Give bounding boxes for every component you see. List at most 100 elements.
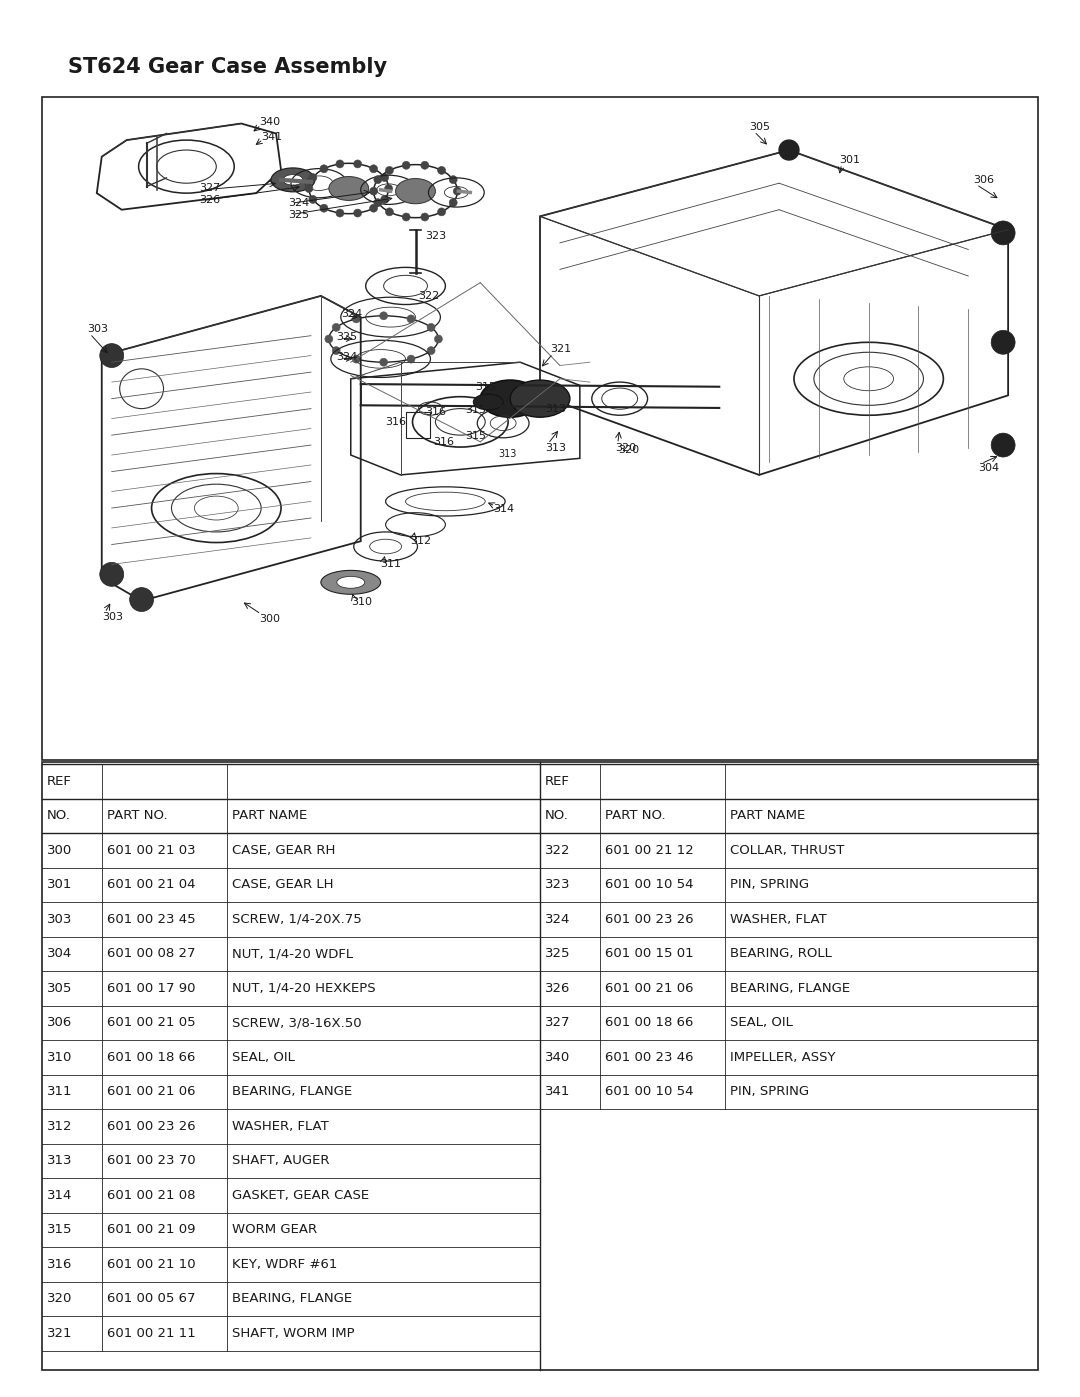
Ellipse shape (779, 140, 799, 161)
Text: SEAL, OIL: SEAL, OIL (730, 1016, 793, 1030)
Ellipse shape (427, 346, 435, 355)
Ellipse shape (386, 208, 393, 217)
Text: 301: 301 (839, 155, 860, 165)
Text: 327: 327 (200, 183, 220, 194)
Ellipse shape (352, 314, 361, 323)
Ellipse shape (386, 166, 393, 175)
Text: COLLAR, THRUST: COLLAR, THRUST (730, 844, 845, 856)
Text: 601 00 21 10: 601 00 21 10 (107, 1257, 195, 1271)
Ellipse shape (991, 433, 1015, 457)
Ellipse shape (353, 210, 362, 217)
Text: 323: 323 (545, 879, 570, 891)
Text: 341: 341 (545, 1085, 570, 1098)
Text: 301: 301 (48, 879, 72, 891)
Ellipse shape (402, 212, 410, 221)
Text: PART NAME: PART NAME (730, 809, 806, 823)
Text: 316: 316 (426, 407, 446, 416)
Ellipse shape (374, 176, 382, 183)
Ellipse shape (325, 335, 333, 344)
Ellipse shape (369, 204, 378, 212)
Text: SEAL, OIL: SEAL, OIL (232, 1051, 295, 1063)
Ellipse shape (328, 176, 368, 200)
Text: 321: 321 (48, 1327, 72, 1340)
Text: 320: 320 (615, 443, 636, 454)
Ellipse shape (380, 173, 389, 182)
Text: 601 00 21 06: 601 00 21 06 (605, 982, 693, 995)
Ellipse shape (437, 208, 446, 217)
Ellipse shape (991, 330, 1015, 355)
Text: 321: 321 (550, 344, 571, 353)
Ellipse shape (369, 187, 378, 196)
Text: 601 00 21 04: 601 00 21 04 (107, 879, 195, 891)
Ellipse shape (369, 165, 378, 173)
Text: 310: 310 (351, 597, 372, 608)
Text: 300: 300 (259, 613, 280, 624)
Text: CASE, GEAR LH: CASE, GEAR LH (232, 879, 334, 891)
Ellipse shape (510, 380, 570, 418)
Text: 341: 341 (261, 131, 282, 141)
Text: 300: 300 (48, 844, 72, 856)
Ellipse shape (353, 159, 362, 168)
Text: PART NO.: PART NO. (605, 809, 665, 823)
Text: 601 00 23 26: 601 00 23 26 (605, 912, 693, 926)
Ellipse shape (333, 324, 340, 331)
Text: PART NAME: PART NAME (232, 809, 307, 823)
Text: BEARING, FLANGE: BEARING, FLANGE (232, 1292, 352, 1305)
Ellipse shape (336, 210, 343, 217)
Text: 601 00 21 06: 601 00 21 06 (107, 1085, 195, 1098)
Ellipse shape (99, 563, 124, 587)
Ellipse shape (374, 198, 382, 207)
Text: 316: 316 (433, 437, 455, 447)
Text: 315: 315 (48, 1224, 72, 1236)
Ellipse shape (449, 176, 457, 183)
Text: 315: 315 (465, 432, 486, 441)
Text: 311: 311 (380, 559, 402, 570)
Text: 324: 324 (336, 352, 357, 362)
Ellipse shape (407, 355, 415, 363)
Text: 601 00 23 46: 601 00 23 46 (605, 1051, 693, 1063)
Ellipse shape (454, 187, 461, 196)
Text: 325: 325 (545, 947, 570, 960)
Text: 601 00 18 66: 601 00 18 66 (107, 1051, 195, 1063)
Text: 312: 312 (48, 1120, 72, 1133)
Ellipse shape (283, 175, 303, 186)
Text: 311: 311 (48, 1085, 72, 1098)
Text: SCREW, 1/4-20X.75: SCREW, 1/4-20X.75 (232, 912, 362, 926)
Text: KEY, WDRF #61: KEY, WDRF #61 (232, 1257, 337, 1271)
Text: 601 00 23 45: 601 00 23 45 (107, 912, 195, 926)
Text: 306: 306 (48, 1016, 72, 1030)
Text: 601 00 10 54: 601 00 10 54 (605, 1085, 693, 1098)
Text: 315: 315 (475, 383, 497, 393)
Text: 340: 340 (545, 1051, 570, 1063)
Text: REF: REF (545, 775, 570, 788)
Text: 322: 322 (418, 291, 440, 300)
Text: 313: 313 (48, 1154, 72, 1168)
Text: CASE, GEAR RH: CASE, GEAR RH (232, 844, 336, 856)
Text: 316: 316 (386, 416, 406, 427)
Ellipse shape (320, 204, 328, 212)
Text: 303: 303 (86, 324, 108, 334)
Text: 306: 306 (973, 175, 995, 184)
Text: 303: 303 (48, 912, 72, 926)
Ellipse shape (337, 577, 365, 588)
Ellipse shape (427, 324, 435, 331)
Ellipse shape (352, 355, 361, 363)
Text: 323: 323 (426, 232, 447, 242)
Ellipse shape (380, 312, 388, 320)
Ellipse shape (309, 196, 316, 204)
Text: 601 00 08 27: 601 00 08 27 (107, 947, 195, 960)
Bar (406, 412, 431, 439)
Text: 305: 305 (750, 122, 770, 131)
Text: NUT, 1/4-20 WDFL: NUT, 1/4-20 WDFL (232, 947, 353, 960)
Ellipse shape (99, 344, 124, 367)
Ellipse shape (421, 212, 429, 221)
Text: PIN, SPRING: PIN, SPRING (730, 879, 809, 891)
Ellipse shape (321, 570, 380, 594)
Ellipse shape (481, 380, 540, 418)
Text: 313: 313 (498, 448, 516, 458)
Ellipse shape (336, 159, 343, 168)
Text: 324: 324 (545, 912, 570, 926)
Text: 304: 304 (48, 947, 72, 960)
Text: 312: 312 (410, 536, 432, 546)
Ellipse shape (449, 198, 457, 207)
